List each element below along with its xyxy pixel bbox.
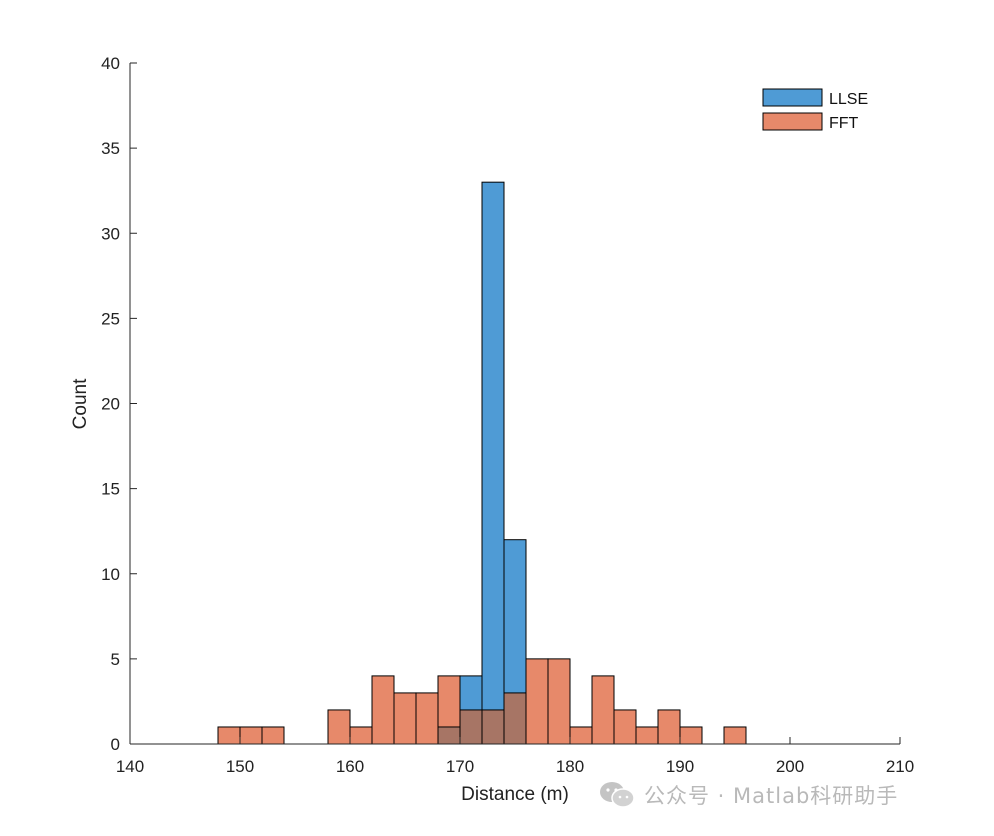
y-tick-label: 35 xyxy=(101,139,120,158)
bar-fft-186 xyxy=(636,726,658,744)
bar-llse-174 xyxy=(504,539,526,693)
y-tick-label: 20 xyxy=(101,395,120,414)
legend-label-llse: LLSE xyxy=(829,91,868,108)
watermark: 公众号 · Matlab科研助手 xyxy=(598,780,898,810)
x-tick-label: 210 xyxy=(886,757,914,776)
bar-llse-170 xyxy=(460,675,482,710)
bar-fft-168 xyxy=(438,675,460,727)
bar-fft-176 xyxy=(526,658,548,744)
x-tick-label: 170 xyxy=(446,757,474,776)
bar-overlap-174 xyxy=(504,692,526,744)
y-tick-label: 30 xyxy=(101,224,120,243)
bar-overlap-168 xyxy=(438,726,460,744)
bar-llse-172 xyxy=(482,182,504,710)
y-tick-label: 0 xyxy=(111,735,120,754)
y-tick-label: 10 xyxy=(101,565,120,584)
bar-fft-182 xyxy=(592,675,614,744)
bar-fft-158 xyxy=(328,709,350,744)
y-tick-label: 25 xyxy=(101,309,120,328)
bar-fft-190 xyxy=(680,726,702,744)
ticks-layer: 140 150 160 170 180 190 200 210 0 5 10 15 20 25 30 35 40 xyxy=(101,54,914,776)
bar-fft-166 xyxy=(416,692,438,744)
bar-fft-160 xyxy=(350,726,372,744)
bar-fft-162 xyxy=(372,675,394,744)
x-tick-label: 150 xyxy=(226,757,254,776)
bar-overlap-172 xyxy=(482,709,504,744)
bar-fft-150 xyxy=(240,726,262,744)
y-tick-label: 40 xyxy=(101,54,120,73)
y-axis-label: Count xyxy=(70,378,91,429)
bar-overlap-170 xyxy=(460,709,482,744)
legend-label-fft: FFT xyxy=(829,115,859,132)
x-tick-label: 180 xyxy=(556,757,584,776)
x-tick-label: 160 xyxy=(336,757,364,776)
bar-fft-148 xyxy=(218,726,240,744)
wechat-icon xyxy=(600,782,635,808)
legend-swatch-fft xyxy=(762,112,823,131)
x-tick-label: 200 xyxy=(776,757,804,776)
y-tick-label: 15 xyxy=(101,480,120,499)
watermark-text: 公众号 · Matlab科研助手 xyxy=(644,784,899,808)
bar-fft-180 xyxy=(570,726,592,744)
bar-fft-188 xyxy=(658,709,680,744)
legend-swatch-llse xyxy=(762,88,823,107)
bar-fft-164 xyxy=(394,692,416,744)
y-tick-label: 5 xyxy=(111,650,120,669)
legend: LLSE FFT xyxy=(762,88,868,132)
x-tick-label: 140 xyxy=(116,757,144,776)
x-axis-label: Distance (m) xyxy=(461,784,569,805)
bars-layer xyxy=(217,181,747,745)
bar-fft-184 xyxy=(614,709,636,744)
x-tick-label: 190 xyxy=(666,757,694,776)
bar-fft-152 xyxy=(262,726,284,744)
bar-fft-194 xyxy=(724,726,746,744)
bar-fft-178 xyxy=(548,658,570,744)
